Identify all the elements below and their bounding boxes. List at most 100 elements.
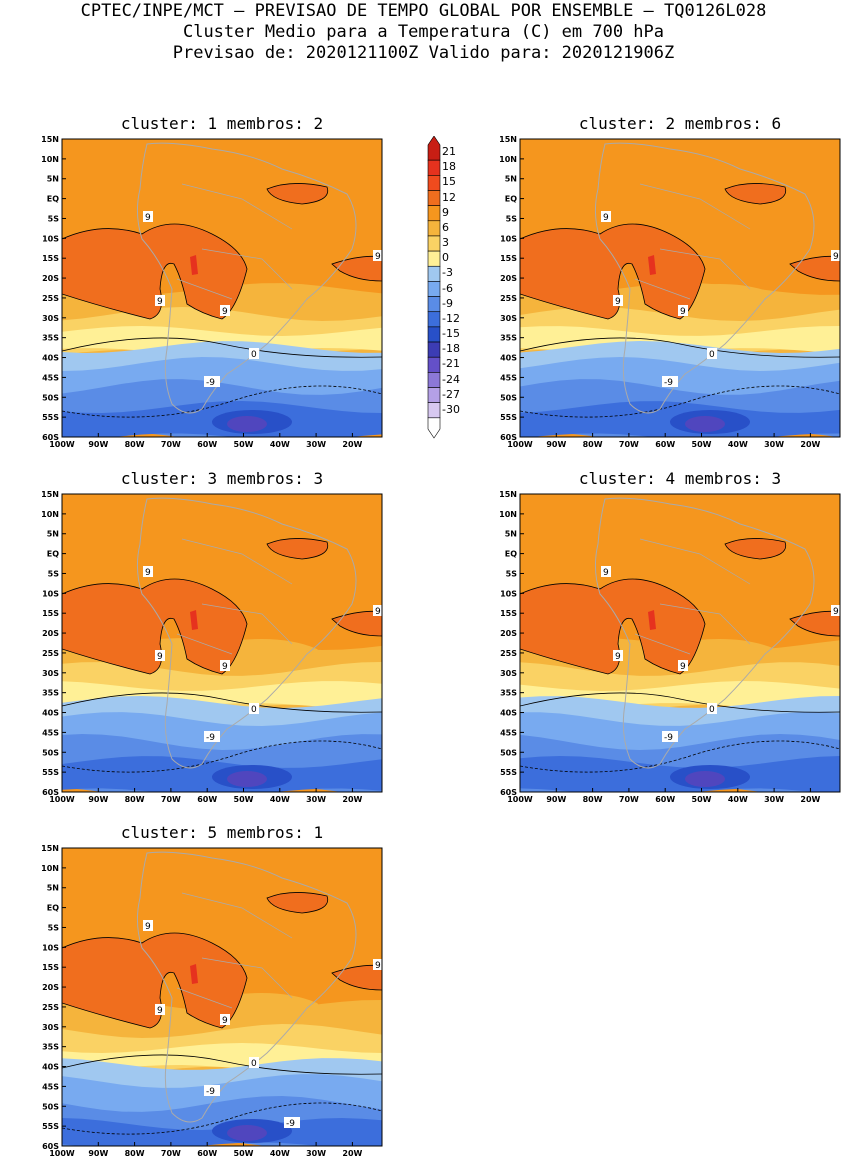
- lat-tick-label: 45S: [42, 728, 59, 737]
- map-panel-cluster-2: 9 9 9 9 0 -9 15N 10N 5N EQ 5S 10S 15S 20S 25S 30S 35S 40S…: [499, 135, 842, 451]
- colorbar-label: -27: [442, 387, 460, 401]
- lon-tick-label: 30W: [764, 795, 784, 804]
- lat-tick-label: 15N: [41, 135, 59, 144]
- lon-tick-label: 20W: [800, 795, 820, 804]
- contour-label: 9: [220, 660, 230, 672]
- colorbar-label: 12: [442, 190, 456, 204]
- svg-text:9: 9: [145, 568, 151, 578]
- lon-tick-label: 90W: [546, 795, 566, 804]
- svg-text:9: 9: [833, 607, 839, 617]
- colorbar-label: -15: [442, 327, 460, 341]
- lat-tick-label: 30S: [42, 314, 59, 323]
- panel-title-4: cluster: 4 membros: 3: [578, 469, 782, 488]
- lat-tick-label: 50S: [42, 748, 59, 757]
- lat-tick-label: 40S: [500, 709, 517, 718]
- contour-label: 9: [143, 920, 153, 932]
- lat-tick-label: 35S: [42, 1043, 59, 1052]
- lat-tick-label: 55S: [42, 413, 59, 422]
- lon-tick-label: 80W: [125, 440, 145, 449]
- lat-tick-label: 30S: [500, 669, 517, 678]
- contour-label: 9: [155, 1004, 165, 1016]
- contour-label: -9: [662, 731, 678, 743]
- lat-tick-label: 40S: [42, 1063, 59, 1072]
- lat-tick-label: 20S: [42, 983, 59, 992]
- colorbar-label: 18: [442, 160, 456, 174]
- colorbar-label: 21: [442, 145, 456, 159]
- contour-label: 0: [707, 348, 717, 360]
- lon-tick-label: 50W: [234, 1149, 254, 1158]
- lat-tick-label: 50S: [500, 748, 517, 757]
- lon-tick-label: 50W: [234, 795, 254, 804]
- lat-tick-label: 5S: [48, 214, 60, 223]
- lat-tick-label: 60S: [42, 433, 59, 442]
- lat-tick-label: 35S: [500, 689, 517, 698]
- colorbar-label: -21: [442, 357, 460, 371]
- colorbar-swatch: [427, 135, 441, 161]
- map-panel-cluster-4: 9 9 9 9 0 -9 15N 10N 5N EQ 5S 10S 15S 20S 25S 30S 35S 40S…: [499, 490, 842, 806]
- contour-label: 9: [601, 211, 611, 223]
- colorbar-swatch: [427, 220, 441, 237]
- lat-tick-label: 10N: [41, 155, 59, 164]
- lat-tick-label: 10S: [42, 589, 59, 598]
- header-line-3: Previsao de: 2020121100Z Valido para: 20…: [172, 43, 675, 63]
- svg-text:9: 9: [157, 297, 163, 307]
- colorbar: 21 18 15 12 9 6 3 0 -3 -6 -9 -12 -15 -18 -21 -24 -27 -30: [426, 135, 460, 446]
- lon-tick-label: 70W: [619, 440, 639, 449]
- colorbar-label: -24: [442, 372, 460, 386]
- svg-text:-9: -9: [664, 733, 673, 743]
- lat-tick-label: 20S: [42, 274, 59, 283]
- svg-text:-9: -9: [206, 1087, 215, 1097]
- colorbar-swatch: [427, 235, 441, 252]
- lat-tick-label: 40S: [42, 709, 59, 718]
- colorbar-swatch: [427, 372, 441, 388]
- lon-tick-label: 20W: [342, 1149, 362, 1158]
- lat-tick-label: 15S: [42, 609, 59, 618]
- svg-text:0: 0: [251, 350, 257, 360]
- lat-tick-label: 35S: [42, 334, 59, 343]
- contour-label: 9: [155, 295, 165, 307]
- contour-label: 9: [831, 250, 841, 262]
- panel-title-3: cluster: 3 membros: 3: [120, 469, 324, 488]
- lat-tick-label: 15S: [42, 254, 59, 263]
- svg-text:-9: -9: [206, 378, 215, 388]
- lat-tick-label: 15N: [41, 490, 59, 499]
- lat-tick-label: 55S: [42, 768, 59, 777]
- lat-tick-label: 5S: [506, 569, 518, 578]
- contour-label: 9: [613, 295, 623, 307]
- lat-tick-label: 25S: [42, 1003, 59, 1012]
- colorbar-label: -9: [442, 296, 453, 310]
- contour-label: -9: [284, 1117, 300, 1129]
- lat-tick-label: 45S: [42, 1082, 59, 1091]
- svg-text:0: 0: [251, 705, 257, 715]
- colorbar-swatch: [427, 190, 441, 206]
- lon-tick-label: 20W: [342, 440, 362, 449]
- colorbar-label: -3: [442, 266, 453, 280]
- svg-text:9: 9: [157, 652, 163, 662]
- svg-text:9: 9: [375, 252, 381, 262]
- contour-label: 9: [601, 566, 611, 578]
- map-panel-cluster-3: 9 9 9 9 0 -9 15N 10N 5N EQ 5S 10S 15S 20S 25S 30S 35S 40S…: [41, 490, 384, 806]
- colorbar-label: 0: [442, 251, 449, 265]
- lon-tick-label: 100W: [49, 440, 75, 449]
- lat-tick-label: 10S: [500, 234, 517, 243]
- lat-tick-label: 5N: [505, 175, 517, 184]
- lat-tick-label: EQ: [47, 195, 59, 204]
- lon-tick-label: 100W: [507, 795, 533, 804]
- colorbar-label: 15: [442, 175, 456, 189]
- contour-label: 9: [373, 959, 383, 971]
- svg-text:9: 9: [145, 922, 151, 932]
- contour-label: 9: [143, 211, 153, 223]
- lat-tick-label: 10N: [41, 510, 59, 519]
- lat-tick-label: 20S: [42, 629, 59, 638]
- svg-text:9: 9: [603, 213, 609, 223]
- lat-tick-label: 10N: [41, 864, 59, 873]
- lat-tick-label: 45S: [500, 728, 517, 737]
- lat-tick-label: 45S: [42, 373, 59, 382]
- svg-text:9: 9: [222, 307, 228, 317]
- lat-tick-label: 10S: [500, 589, 517, 598]
- lon-tick-label: 90W: [88, 1149, 108, 1158]
- contour-label: 9: [220, 1014, 230, 1026]
- svg-text:9: 9: [680, 662, 686, 672]
- contour-label: 0: [249, 348, 259, 360]
- svg-text:9: 9: [375, 961, 381, 971]
